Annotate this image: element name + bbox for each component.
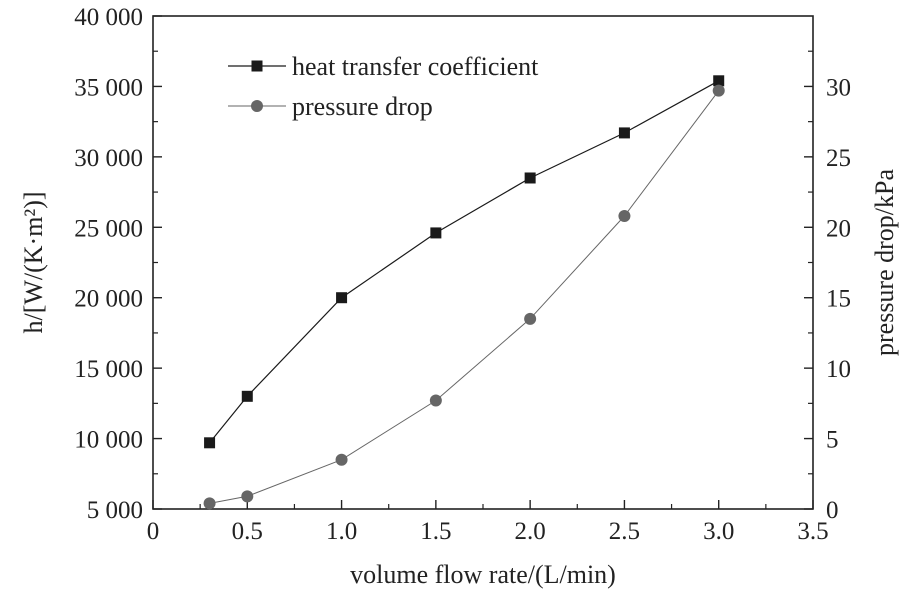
y-tick-label: 25 000 (74, 215, 143, 242)
y2-tick-label: 30 (826, 74, 851, 101)
x-tick-label: 3.5 (797, 518, 828, 545)
y-tick-label: 20 000 (74, 286, 143, 313)
x-axis-title: volume flow rate/(L/min) (350, 560, 616, 589)
series-layer (203, 75, 725, 510)
data-point-heat-transfer (336, 292, 348, 304)
legend-marker-pressure-drop (251, 100, 263, 112)
data-point-pressure-drop (203, 497, 216, 510)
data-point-heat-transfer (713, 75, 725, 87)
x-tick-label: 3.0 (703, 518, 734, 545)
y-tick-label: 5 000 (87, 497, 143, 524)
y-tick-label: 40 000 (74, 4, 143, 31)
data-point-pressure-drop (429, 394, 442, 407)
y-axis-title: h/[W/(K·m²)] (19, 191, 48, 333)
data-point-pressure-drop (712, 84, 725, 97)
series-line-pressure-drop (209, 90, 720, 504)
legend-marker-heat-transfer (251, 60, 263, 72)
legend: heat transfer coefficient pressure drop (228, 52, 539, 121)
x-tick-label: 1.0 (326, 518, 357, 545)
y-tick-label: 35 000 (74, 74, 143, 101)
y2-tick-label: 10 (826, 356, 851, 383)
y-tick-label: 10 000 (74, 427, 143, 454)
x-tick-label: 1.5 (420, 518, 451, 545)
data-point-pressure-drop (241, 490, 254, 503)
data-point-heat-transfer (618, 127, 630, 139)
y2-axis-ticks: 0 5 10 15 20 25 30 (804, 50, 851, 524)
legend-label-heat-transfer: heat transfer coefficient (292, 52, 539, 81)
x-tick-label: 2.0 (515, 518, 546, 545)
y2-tick-label: 0 (826, 497, 839, 524)
y2-tick-label: 5 (826, 427, 839, 454)
data-point-pressure-drop (618, 210, 631, 223)
data-point-heat-transfer (524, 172, 536, 184)
y2-tick-label: 20 (826, 215, 851, 242)
data-point-heat-transfer (204, 437, 216, 449)
y2-axis-title: pressure drop/kPa (870, 169, 899, 356)
y-axis-ticks: 5 000 10 000 15 000 20 000 25 000 30 000 35 00… (74, 4, 162, 524)
legend-label-pressure-drop: pressure drop (292, 92, 433, 121)
data-point-heat-transfer (241, 390, 253, 402)
y2-tick-label: 25 (826, 145, 851, 172)
y2-tick-label: 15 (826, 286, 851, 313)
y-tick-label: 30 000 (74, 145, 143, 172)
x-tick-label: 0.5 (232, 518, 263, 545)
y-tick-label: 15 000 (74, 356, 143, 383)
x-tick-label: 2.5 (609, 518, 640, 545)
x-tick-label: 0 (147, 518, 160, 545)
x-axis-ticks: 0 0.5 1.0 1.5 2.0 2.5 3.0 3.5 (147, 500, 829, 545)
data-point-pressure-drop (335, 453, 348, 466)
data-point-heat-transfer (430, 227, 442, 239)
series-line-heat-transfer (209, 80, 719, 444)
data-point-pressure-drop (524, 312, 537, 325)
